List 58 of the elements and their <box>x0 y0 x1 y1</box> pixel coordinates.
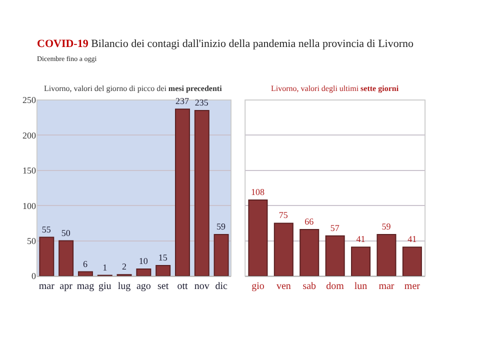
x-tick-label: ott <box>177 281 188 292</box>
bar <box>376 234 396 276</box>
data-label: 41 <box>408 234 417 244</box>
chart-title: COVID-19 Bilancio dei contagi dall'inizio della pandemia nella provincia di Livorno <box>37 38 414 50</box>
data-label: 6 <box>82 258 88 269</box>
x-tick-label: ago <box>136 281 151 292</box>
data-label: 235 <box>194 98 209 108</box>
data-label: 237 <box>176 96 190 106</box>
y-tick-label: 50 <box>26 236 36 246</box>
x-tick-label: lug <box>118 281 131 292</box>
data-label: 59 <box>382 221 392 232</box>
x-tick-label: nov <box>194 281 210 292</box>
bar <box>136 268 152 276</box>
x-tick-label: mag <box>76 281 94 292</box>
data-label: 41 <box>356 234 366 244</box>
data-label: 15 <box>158 252 168 262</box>
data-label: 10 <box>138 256 148 266</box>
data-label: 1 <box>102 262 108 272</box>
chart-title: Livorno, valori degli ultimi sette giorni <box>271 84 400 93</box>
bar <box>351 246 371 276</box>
bar <box>194 110 210 276</box>
data-label: 50 <box>61 228 71 238</box>
x-tick-label: set <box>158 281 169 292</box>
x-tick-label: apr <box>60 281 74 292</box>
bar <box>214 234 229 276</box>
bar <box>58 240 74 276</box>
data-label: 108 <box>250 186 265 197</box>
x-tick-label: mar <box>378 281 395 292</box>
bar <box>175 108 190 276</box>
x-tick-label: mer <box>404 281 421 292</box>
bar <box>78 271 93 276</box>
bar <box>274 222 294 276</box>
bar <box>325 235 345 276</box>
data-label: 55 <box>42 224 52 234</box>
x-tick-label: dom <box>326 281 344 292</box>
x-tick-label: lun <box>354 281 368 292</box>
data-label: 66 <box>304 216 314 227</box>
bar <box>248 199 268 276</box>
x-tick-label: gio <box>252 281 264 292</box>
data-label: 59 <box>216 221 226 232</box>
data-label: 57 <box>330 222 340 233</box>
bar <box>156 264 171 276</box>
x-tick-label: giu <box>98 281 112 292</box>
text: Livorno, valori del giorno di picco dei mesi precedenti <box>44 84 223 93</box>
x-tick-label: mar <box>38 281 56 292</box>
bar <box>300 229 320 276</box>
y-tick-label: 250 <box>22 95 36 106</box>
y-tick-label: 0 <box>31 271 36 282</box>
y-tick-label: 200 <box>22 130 36 140</box>
x-tick-label: ven <box>276 281 291 292</box>
x-tick-label: dic <box>215 281 228 292</box>
bar <box>39 236 54 276</box>
data-label: 75 <box>278 210 288 220</box>
data-label: 2 <box>122 262 127 272</box>
y-tick-label: 100 <box>22 200 36 211</box>
bar <box>402 246 422 276</box>
x-tick-label: sab <box>302 281 316 292</box>
y-tick-label: 150 <box>22 166 36 176</box>
